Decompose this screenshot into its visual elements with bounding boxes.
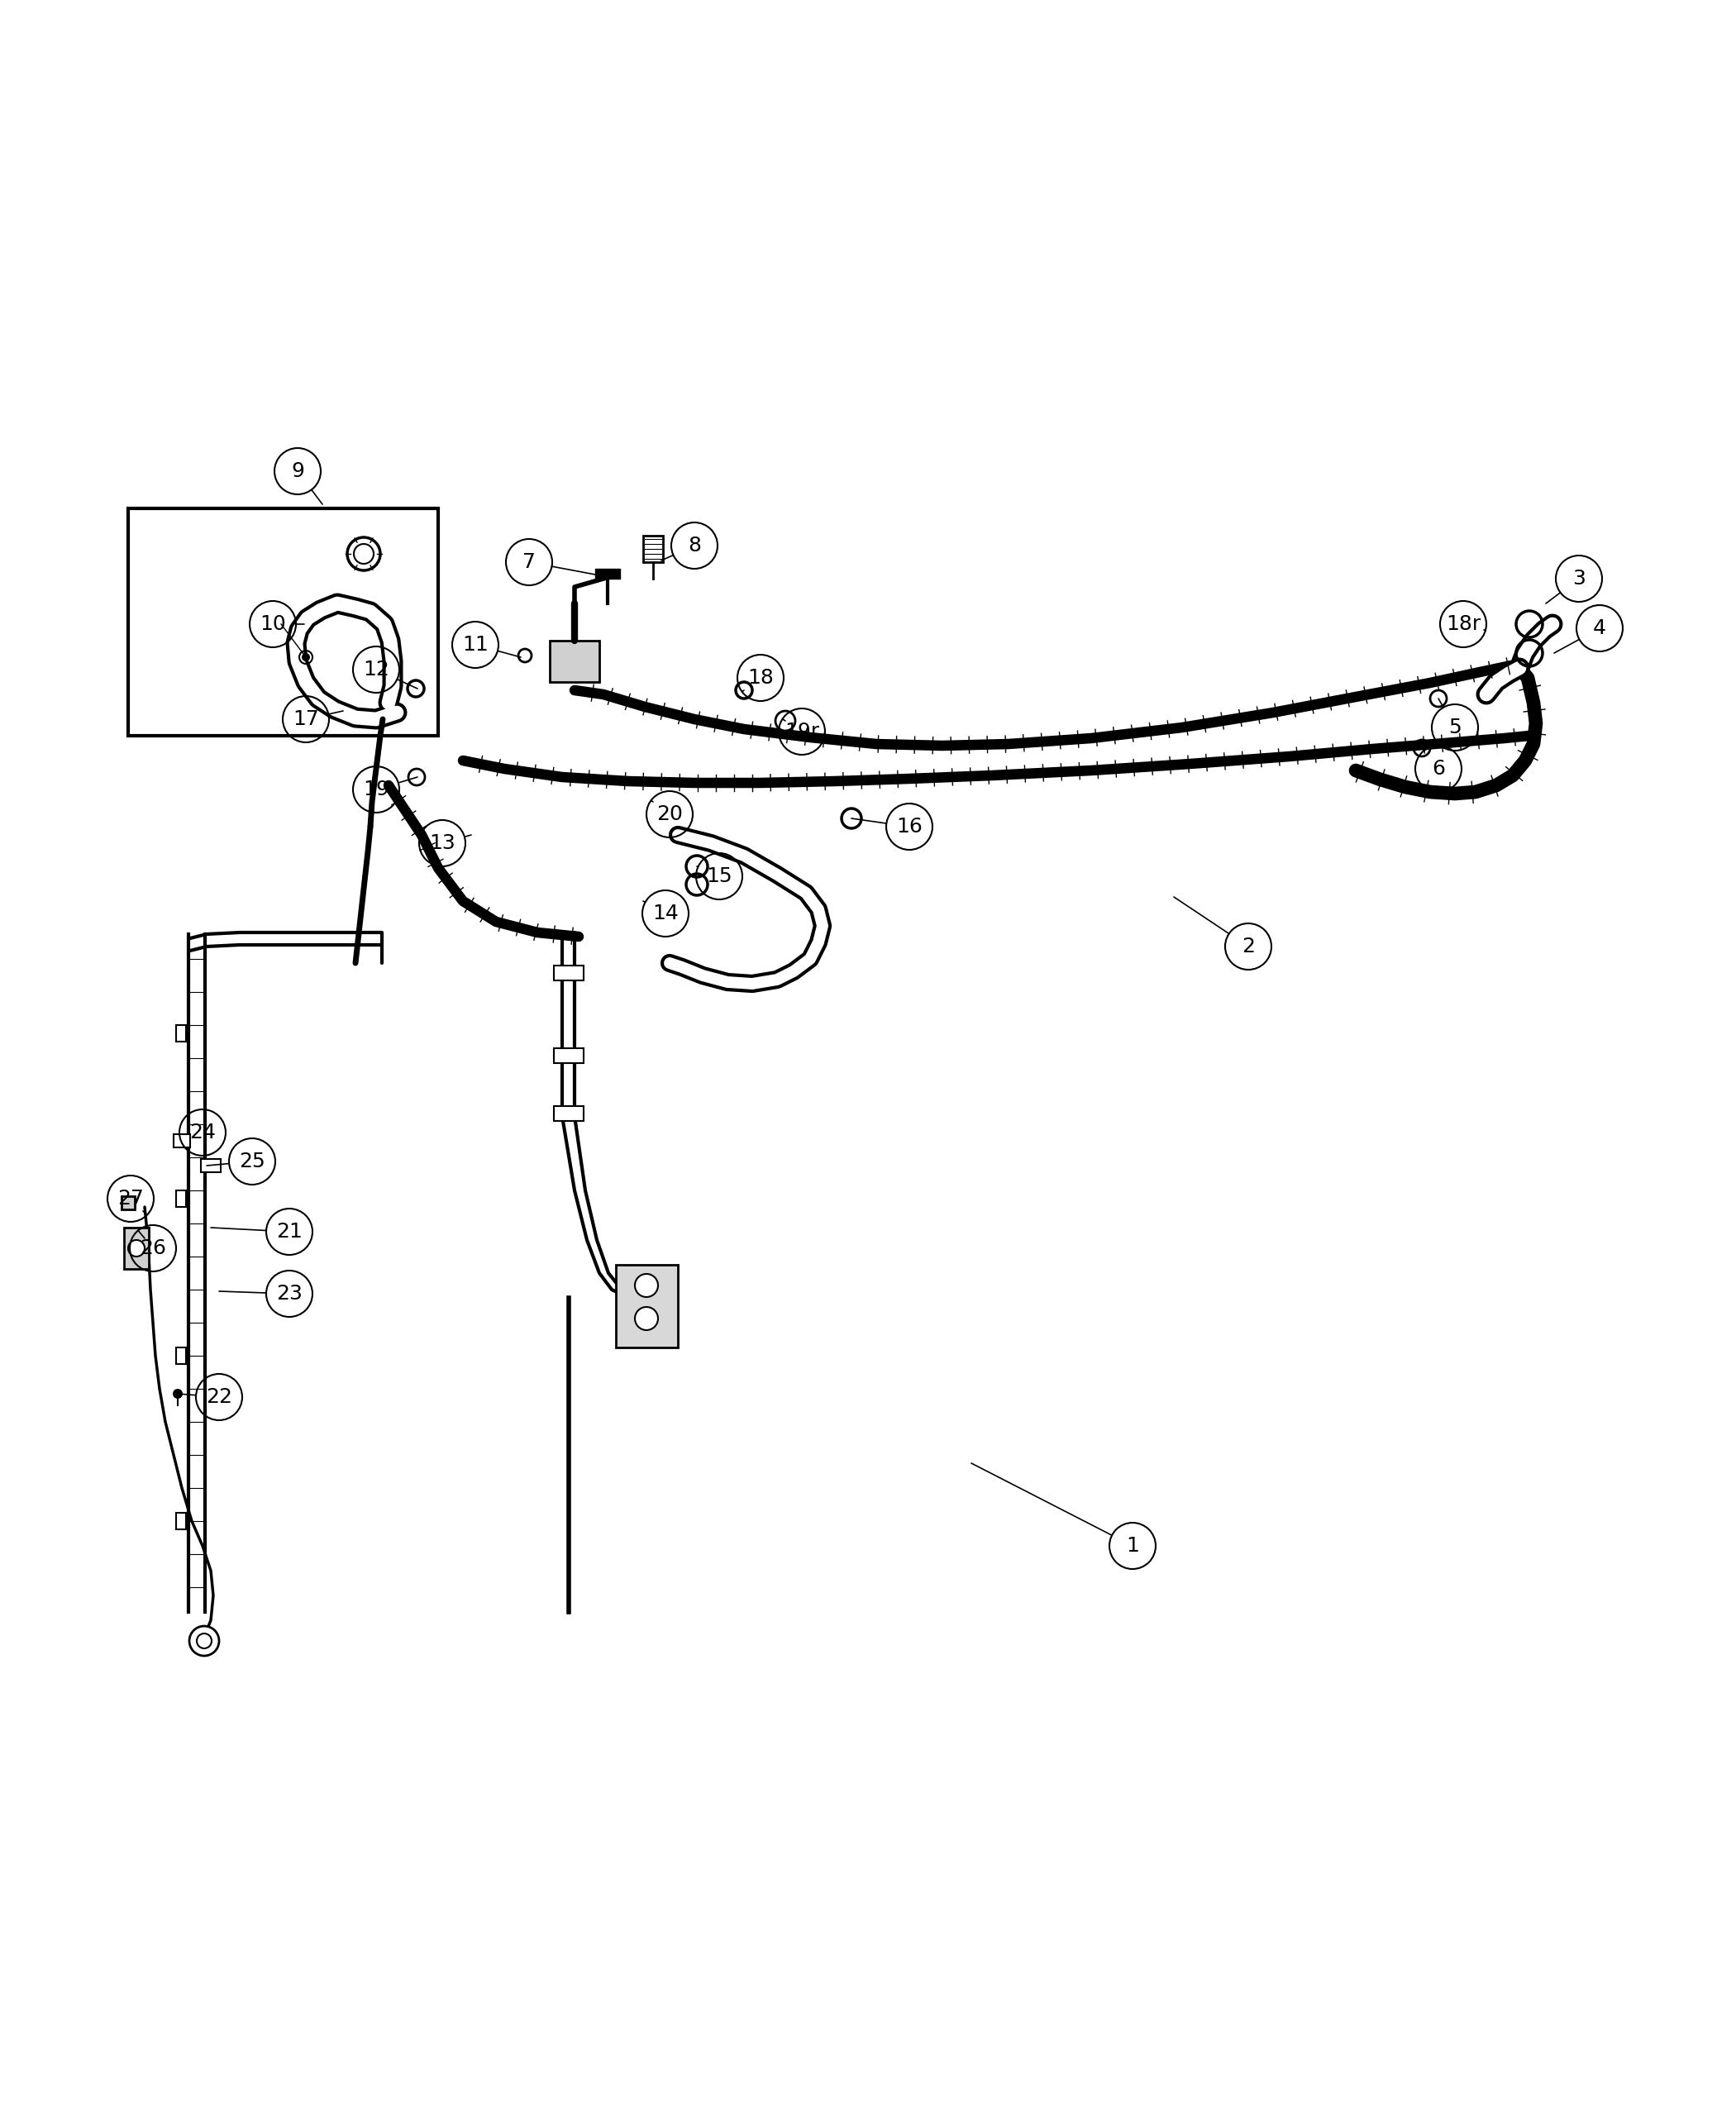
Bar	[554, 1048, 583, 1062]
Bar	[201, 1159, 220, 1172]
Text: 11: 11	[462, 635, 488, 656]
Text: 14: 14	[653, 904, 679, 923]
Bar	[595, 569, 620, 580]
Text: 8: 8	[687, 535, 701, 557]
Bar	[128, 508, 437, 736]
Text: 2: 2	[1241, 936, 1255, 957]
Text: 27: 27	[118, 1189, 144, 1208]
Text: 18: 18	[748, 668, 774, 687]
Bar	[554, 1107, 583, 1121]
Bar	[123, 1227, 149, 1269]
Text: 4: 4	[1594, 618, 1606, 639]
Text: 12: 12	[363, 660, 389, 679]
Text: 6: 6	[1432, 759, 1444, 778]
Text: 24: 24	[189, 1124, 215, 1143]
Text: 19r: 19r	[785, 721, 819, 742]
Bar	[174, 1134, 191, 1147]
Bar	[554, 965, 583, 980]
Circle shape	[128, 1240, 144, 1256]
Bar	[175, 1347, 186, 1364]
Circle shape	[635, 1273, 658, 1296]
Circle shape	[196, 1634, 212, 1648]
Text: 10: 10	[260, 613, 286, 635]
Text: 3: 3	[1573, 569, 1585, 588]
Text: 5: 5	[1448, 717, 1462, 738]
Text: 7: 7	[523, 552, 536, 571]
Text: 23: 23	[276, 1284, 302, 1303]
Circle shape	[174, 1389, 182, 1400]
Bar	[175, 1024, 186, 1041]
Circle shape	[776, 710, 795, 731]
Text: 19: 19	[363, 780, 389, 799]
Text: 1: 1	[1127, 1537, 1139, 1556]
Text: 25: 25	[240, 1151, 266, 1172]
Circle shape	[635, 1307, 658, 1330]
Text: 13: 13	[429, 833, 455, 854]
Text: 16: 16	[896, 816, 922, 837]
Text: 22: 22	[207, 1387, 233, 1406]
Text: 9: 9	[292, 462, 304, 481]
Bar	[550, 641, 599, 683]
Circle shape	[302, 653, 311, 662]
Text: 18r: 18r	[1446, 613, 1481, 635]
Text: 17: 17	[293, 708, 319, 729]
Text: 15: 15	[707, 866, 733, 885]
Bar	[642, 535, 663, 563]
Text: 26: 26	[139, 1237, 167, 1258]
Bar	[175, 1514, 186, 1528]
Text: 21: 21	[276, 1223, 302, 1242]
Circle shape	[189, 1625, 219, 1655]
Bar	[175, 1191, 186, 1208]
Bar	[616, 1265, 677, 1347]
Text: 20: 20	[656, 805, 682, 824]
Bar	[122, 1195, 135, 1210]
